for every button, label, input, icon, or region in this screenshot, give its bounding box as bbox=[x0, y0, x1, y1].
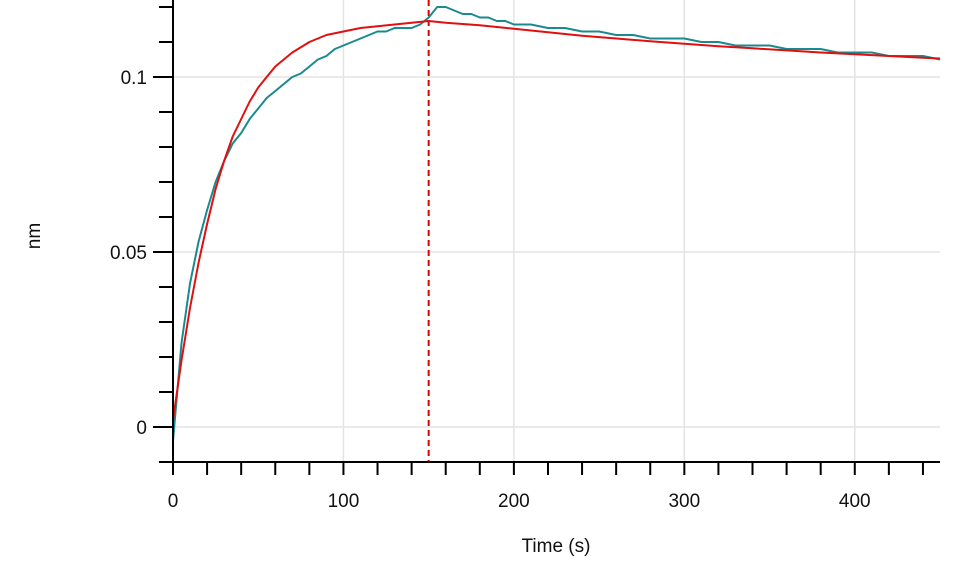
x-tick-label: 400 bbox=[839, 491, 871, 512]
fit-series-line bbox=[172, 20, 941, 421]
x-tick-label: 100 bbox=[328, 491, 360, 512]
axes bbox=[153, 0, 940, 475]
x-axis-label: Time (s) bbox=[522, 536, 591, 557]
marker-lines bbox=[172, 0, 430, 462]
measured-series-line bbox=[172, 6, 941, 442]
x-tick-label: 200 bbox=[498, 491, 530, 512]
series-group bbox=[172, 6, 941, 442]
y-axis-label: nm bbox=[24, 223, 45, 249]
y-tick-label: 0.05 bbox=[110, 243, 147, 264]
grid-lines bbox=[173, 0, 940, 462]
x-tick-label: 0 bbox=[168, 491, 179, 512]
x-tick-label: 300 bbox=[668, 491, 700, 512]
y-tick-label: 0 bbox=[136, 418, 147, 439]
y-tick-label: 0.1 bbox=[121, 68, 147, 89]
tick-labels: 0 100 200 300 400 0 0.05 0.1 bbox=[110, 68, 871, 512]
